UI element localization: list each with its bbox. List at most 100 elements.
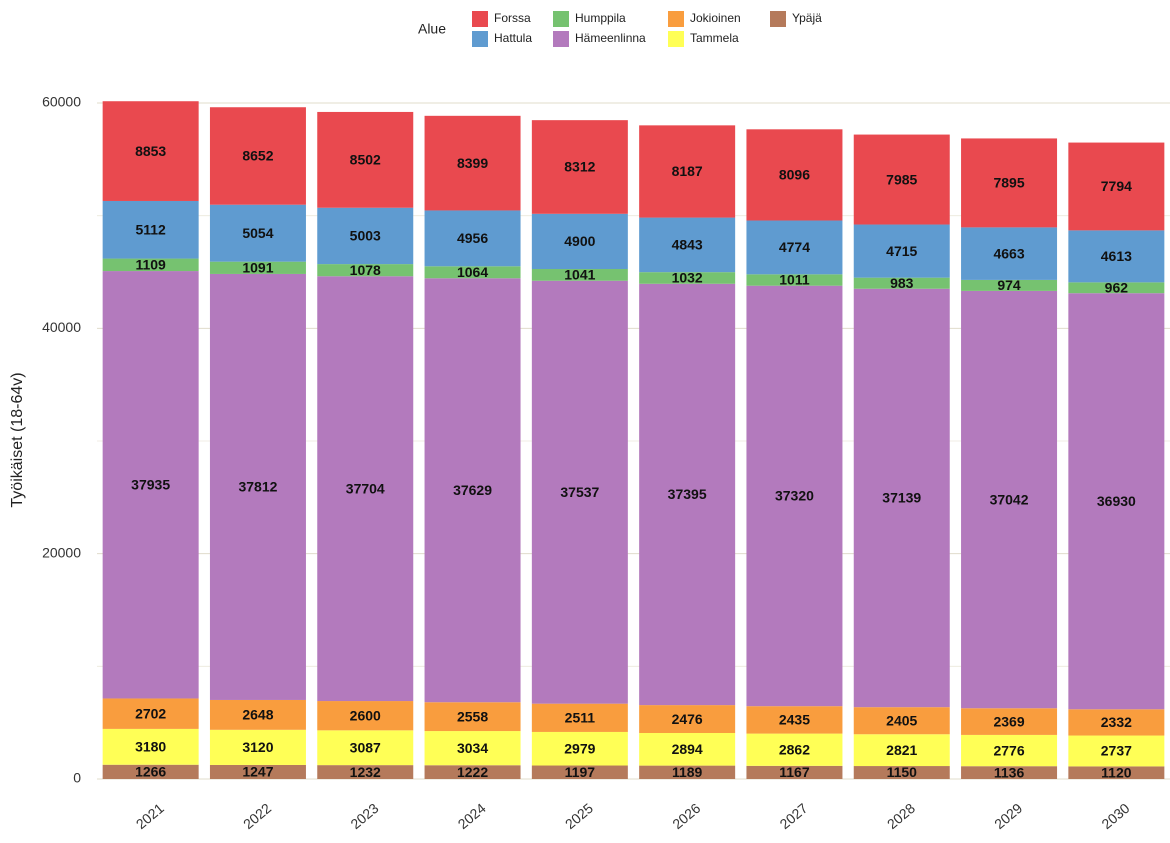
bar-segment	[424, 731, 521, 766]
bar-segment	[317, 276, 414, 702]
bar-segment	[317, 701, 414, 731]
bar-segment	[424, 115, 521, 211]
bar-segment	[317, 264, 414, 277]
bar-segment	[961, 227, 1058, 280]
bar-segment	[639, 765, 736, 779]
y-tick-label: 60000	[42, 94, 81, 110]
legend-label: Tammela	[690, 31, 739, 45]
value-label: 3180	[135, 739, 166, 755]
value-label: 36930	[1097, 493, 1136, 509]
bar-segment	[209, 107, 306, 205]
value-label: 2558	[457, 708, 488, 724]
legend-label: Hämeenlinna	[575, 31, 646, 45]
value-label: 8502	[350, 152, 381, 168]
bar-segment	[102, 200, 199, 259]
value-label: 4715	[886, 243, 917, 259]
value-label: 1120	[1101, 764, 1132, 780]
bar-segment	[853, 707, 950, 735]
value-label: 1136	[994, 764, 1025, 780]
legend-label: Humppila	[575, 11, 626, 25]
legend-label: Ypäjä	[792, 11, 822, 25]
value-label: 2476	[672, 711, 703, 727]
value-label: 37935	[131, 476, 170, 492]
legend-swatch	[472, 11, 488, 27]
bar-segment	[102, 764, 199, 779]
bar-segment	[1068, 282, 1165, 294]
bar-segment	[961, 766, 1058, 779]
value-label: 5054	[242, 225, 273, 241]
value-label: 1078	[350, 262, 381, 278]
value-label: 4956	[457, 230, 488, 246]
value-label: 4663	[993, 245, 1024, 261]
value-label: 1189	[672, 764, 703, 780]
y-tick-label: 0	[73, 770, 81, 786]
value-label: 1032	[672, 270, 703, 286]
bar-segment	[317, 730, 414, 766]
bar-segment	[746, 129, 843, 221]
bar-segment	[639, 705, 736, 733]
value-label: 37320	[775, 488, 814, 504]
x-tick-label: 2021	[133, 800, 167, 832]
value-label: 2600	[350, 707, 381, 723]
bar-segment	[317, 111, 414, 208]
value-label: 1011	[779, 272, 810, 288]
bar-segment	[424, 278, 521, 703]
bar-segment	[424, 765, 521, 779]
y-tick-label: 40000	[42, 319, 81, 335]
bar-segment	[209, 261, 306, 274]
value-label: 7985	[886, 171, 917, 187]
value-label: 2776	[993, 742, 1024, 758]
bar-segment	[961, 708, 1058, 735]
value-label: 8853	[135, 143, 166, 159]
legend-label: Jokioinen	[690, 11, 741, 25]
y-axis-title: Työikäiset (18-64v)	[9, 372, 26, 507]
bar-segment	[531, 703, 628, 732]
x-tick-label: 2027	[777, 800, 811, 832]
bar-segment	[746, 274, 843, 286]
bar-segment	[531, 731, 628, 766]
bar-segment	[209, 699, 306, 730]
value-label: 4900	[564, 233, 595, 249]
value-label: 1064	[457, 264, 488, 280]
value-label: 37042	[990, 491, 1029, 507]
value-label: 37395	[668, 486, 707, 502]
value-label: 1266	[135, 764, 166, 780]
value-label: 2369	[993, 713, 1024, 729]
value-label: 1222	[457, 764, 488, 780]
value-label: 1150	[887, 764, 918, 780]
value-label: 37704	[346, 480, 385, 496]
bar-segment	[1068, 293, 1165, 710]
x-tick-label: 2028	[884, 800, 918, 832]
bar-segment	[1068, 735, 1165, 767]
value-label: 2648	[242, 707, 273, 723]
value-label: 5003	[350, 228, 381, 244]
bar-segment	[209, 273, 306, 700]
value-label: 37139	[882, 490, 921, 506]
legend-swatch	[770, 11, 786, 27]
bar-segment	[102, 698, 199, 729]
value-label: 3087	[350, 739, 381, 755]
bar-segment	[209, 204, 306, 262]
bar-segment	[961, 734, 1058, 767]
bar-segment	[424, 210, 521, 267]
value-label: 2979	[564, 740, 595, 756]
y-tick-label: 20000	[42, 544, 81, 560]
bar-segment	[102, 728, 199, 765]
bar-segment	[853, 224, 950, 278]
x-tick-label: 2026	[669, 800, 703, 832]
bar-segment	[317, 765, 414, 779]
value-label: 8312	[564, 159, 595, 175]
legend-swatch	[472, 31, 488, 47]
bar-segment	[102, 258, 199, 272]
bar-segment	[531, 213, 628, 270]
value-label: 2435	[779, 712, 810, 728]
bar-segment	[1068, 142, 1165, 231]
bar-segment	[209, 764, 306, 779]
bar-segment	[853, 288, 950, 708]
value-label: 7895	[993, 175, 1024, 191]
bar-segment	[746, 733, 843, 766]
bar-segment	[424, 702, 521, 732]
value-label: 1167	[779, 764, 810, 780]
value-label: 1247	[242, 764, 273, 780]
bar-segment	[531, 120, 628, 214]
